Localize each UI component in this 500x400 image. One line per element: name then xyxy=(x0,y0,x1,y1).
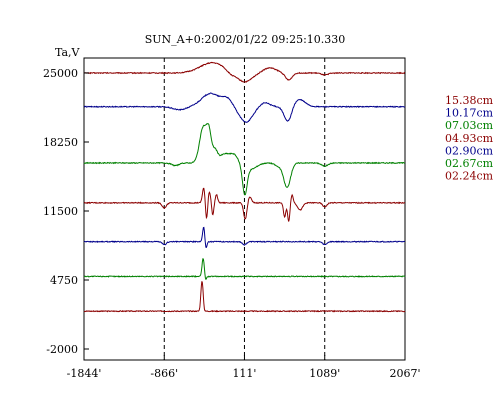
legend-entry: 07.03cm xyxy=(445,119,494,132)
y-tick-label: 18250 xyxy=(43,136,78,149)
series-traces xyxy=(83,61,406,313)
y-tick-label: 11500 xyxy=(43,205,78,218)
x-tick-label: -866' xyxy=(150,367,178,380)
y-tick-label: 4750 xyxy=(50,274,78,287)
x-tick-label: 111' xyxy=(232,367,256,380)
legend-entry: 10.17cm xyxy=(445,107,494,120)
legend-entry: 15.38cm xyxy=(445,94,494,107)
chart-title: SUN_A+0:2002/01/22 09:25:10.330 xyxy=(145,33,346,46)
legend: 15.38cm10.17cm07.03cm04.93cm02.90cm02.67… xyxy=(445,94,494,183)
legend-entry: 02.24cm xyxy=(445,170,494,183)
series-line-07.03cm xyxy=(83,123,406,196)
y-tick-label: -2000 xyxy=(46,343,78,356)
series-line-02.67cm xyxy=(83,258,406,281)
series-line-02.90cm xyxy=(83,226,406,248)
series-line-04.93cm xyxy=(83,187,406,222)
series-line-02.24cm xyxy=(83,281,406,313)
legend-entry: 02.67cm xyxy=(445,157,494,170)
x-ticks: -1844' -866' 111' 1089' 2067' xyxy=(67,355,421,380)
vertical-marker-lines xyxy=(163,58,326,360)
y-tick-label: 25000 xyxy=(43,67,78,80)
y-axis-label: Ta,V xyxy=(55,46,81,59)
y-ticks: 25000 18250 11500 4750 -2000 xyxy=(43,67,89,356)
x-tick-label: 2067' xyxy=(389,367,420,380)
x-tick-label: -1844' xyxy=(67,367,102,380)
legend-entry: 04.93cm xyxy=(445,132,494,145)
legend-entry: 02.90cm xyxy=(445,144,494,157)
series-line-10.17cm xyxy=(83,92,406,124)
x-tick-label: 1089' xyxy=(309,367,340,380)
series-line-15.38cm xyxy=(83,61,406,83)
